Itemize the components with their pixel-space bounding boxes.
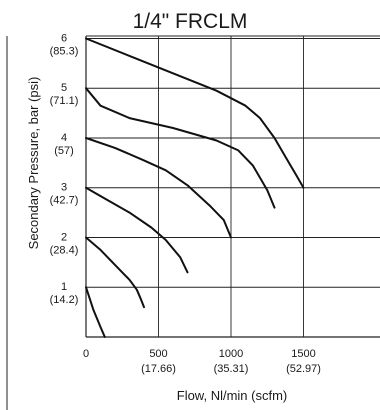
x-tick-label: 500: [149, 348, 167, 360]
x-tick-sublabel: (35.31): [214, 363, 249, 375]
y-tick-sublabel: (14.2): [50, 294, 79, 306]
y-tick-label: 6: [61, 32, 67, 44]
series-line-1: [85, 286, 106, 338]
series-line-6: [85, 37, 305, 189]
y-tick-label: 4: [61, 132, 67, 144]
y-tick-label: 1: [61, 281, 67, 293]
x-tick-label: 0: [83, 348, 89, 360]
y-tick-label: 3: [61, 182, 67, 194]
x-tick-label: 1500: [291, 348, 315, 360]
y-tick-labels: 1(14.2) 2(28.4) 3(42.7) 4(57) 5(71.1) 6(85.3): [50, 32, 79, 306]
x-axis-label: Flow, Nl/min (scfm): [177, 388, 288, 403]
grid: [86, 36, 380, 337]
y-tick-label: 5: [61, 82, 67, 94]
series-group: [85, 37, 305, 338]
series-line-5: [85, 87, 276, 209]
x-tick-labels: 0 500 (17.66) 1000 (35.31) 1500 (52.97): [83, 348, 321, 375]
y-tick-sublabel: (42.7): [50, 195, 79, 207]
y-tick-sublabel: (85.3): [50, 45, 79, 57]
x-tick-label: 1000: [219, 348, 243, 360]
x-tick-sublabel: (52.97): [286, 363, 321, 375]
y-tick-label: 2: [61, 231, 67, 243]
y-axis-label: Secondary Pressure, bar (psi): [26, 77, 41, 250]
x-tick-sublabel: (17.66): [141, 363, 176, 375]
series-line-2: [85, 236, 145, 309]
series-line-3: [85, 186, 189, 274]
chart-title: 1/4" FRCLM: [133, 10, 248, 33]
y-tick-sublabel: (28.4): [50, 244, 79, 256]
y-tick-sublabel: (57): [54, 145, 74, 157]
series-line-4: [85, 137, 232, 239]
y-tick-sublabel: (71.1): [50, 95, 79, 107]
